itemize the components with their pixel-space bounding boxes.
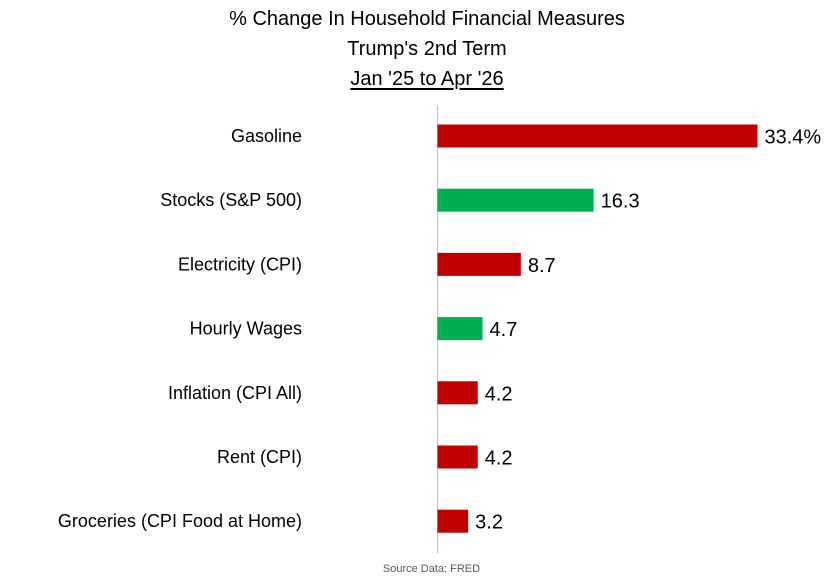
source-note: Source Data: FRED xyxy=(382,563,481,575)
category-label: Groceries (CPI Food at Home) xyxy=(58,511,302,531)
chart-subtitle: Trump's 2nd Term xyxy=(347,38,507,60)
data-label: 4.7 xyxy=(490,319,518,341)
data-label: 4.2 xyxy=(485,383,513,405)
bar xyxy=(437,509,469,533)
category-label: Stocks (S&P 500) xyxy=(160,190,302,210)
bar xyxy=(437,124,758,148)
chart-title-block: % Change In Household Financial Measures… xyxy=(0,4,837,94)
bar xyxy=(437,252,521,276)
data-label: 3.2 xyxy=(475,512,503,534)
chart-date-range: Jan '25 to Apr '26 xyxy=(350,68,504,90)
bar xyxy=(437,381,478,405)
category-label: Hourly Wages xyxy=(190,319,302,339)
data-label: 4.2 xyxy=(485,448,513,470)
category-label: Electricity (CPI) xyxy=(178,254,302,274)
category-label: Rent (CPI) xyxy=(217,447,302,467)
bar xyxy=(437,445,478,469)
data-label: 8.7 xyxy=(528,255,556,277)
data-label: 33.4% xyxy=(765,127,822,149)
data-label: 16.3 xyxy=(601,191,640,213)
category-label: Inflation (CPI All) xyxy=(168,383,302,403)
chart-title: % Change In Household Financial Measures xyxy=(229,8,625,30)
bar xyxy=(437,317,483,341)
bar xyxy=(437,188,594,212)
category-label: Gasoline xyxy=(231,126,302,146)
